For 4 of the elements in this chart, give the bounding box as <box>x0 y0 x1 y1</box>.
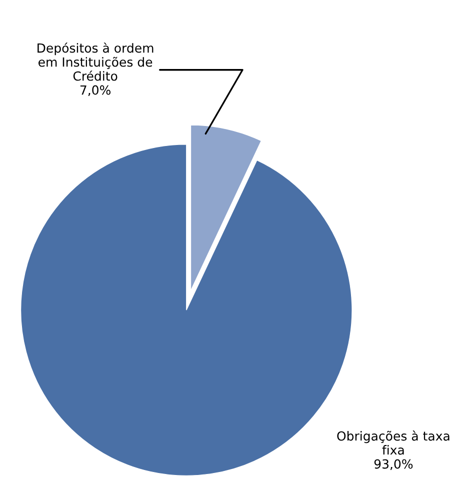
data-label: 93,0% <box>374 459 413 470</box>
slice-label: Obrigações à taxa fixa <box>337 430 450 455</box>
data-label: 7,0% <box>80 85 110 96</box>
slice-label: Depósitos à ordem em Instituições de Crédito <box>38 42 154 81</box>
